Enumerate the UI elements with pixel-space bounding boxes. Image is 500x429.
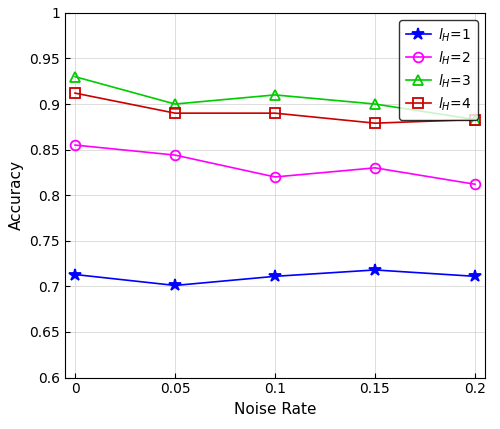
$l_H=2$ — [172, 152, 178, 157]
$l_H=1$ — [72, 272, 78, 277]
$l_H=1$ — [472, 274, 478, 279]
$l_H=3$ — [272, 92, 278, 97]
$l_H=1$ — [172, 283, 178, 288]
$l_H=3$ — [372, 101, 378, 106]
$l_H=2$ — [72, 142, 78, 148]
Line: $l_H=3$: $l_H=3$ — [70, 72, 480, 124]
$l_H=4$ — [472, 117, 478, 122]
$l_H=3$ — [472, 117, 478, 122]
$l_H=1$ — [372, 267, 378, 272]
$l_H=2$ — [272, 174, 278, 179]
Line: $l_H=4$: $l_H=4$ — [70, 88, 480, 128]
$l_H=1$ — [272, 274, 278, 279]
$l_H=4$ — [372, 121, 378, 126]
$l_H=3$ — [172, 101, 178, 106]
$l_H=4$ — [72, 91, 78, 96]
$l_H=2$ — [372, 165, 378, 170]
Legend: $l_H$=1, $l_H$=2, $l_H$=3, $l_H$=4: $l_H$=1, $l_H$=2, $l_H$=3, $l_H$=4 — [399, 20, 478, 120]
Line: $l_H=1$: $l_H=1$ — [69, 264, 481, 292]
Line: $l_H=2$: $l_H=2$ — [70, 140, 480, 189]
$l_H=3$ — [72, 74, 78, 79]
Y-axis label: Accuracy: Accuracy — [9, 160, 24, 230]
$l_H=4$ — [172, 111, 178, 116]
X-axis label: Noise Rate: Noise Rate — [234, 402, 316, 417]
$l_H=4$ — [272, 111, 278, 116]
$l_H=2$ — [472, 181, 478, 187]
